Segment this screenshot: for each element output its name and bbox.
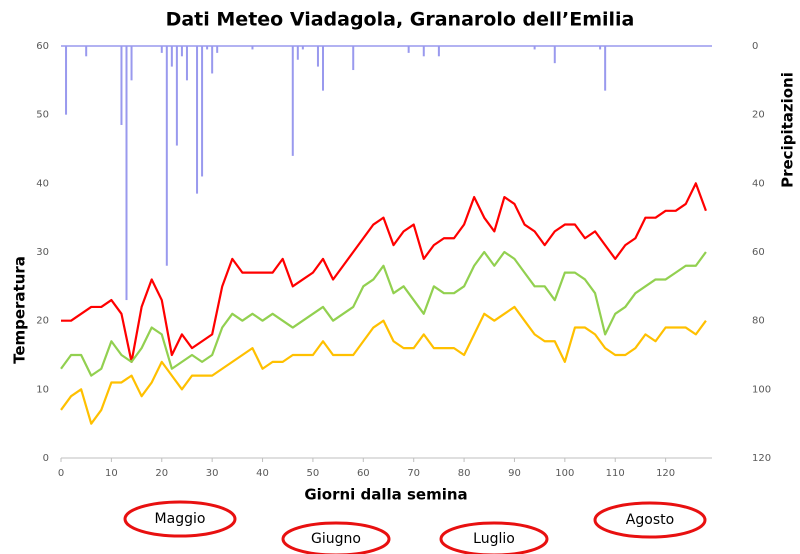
y2-tick-label: 100 xyxy=(752,384,771,395)
temperature-line xyxy=(60,305,707,425)
precipitation-bar xyxy=(216,46,219,53)
precipitation-bar xyxy=(65,46,68,115)
y-tick-label: 30 xyxy=(36,247,49,258)
precipitation-bar xyxy=(165,46,168,266)
precipitation-bar xyxy=(120,46,123,125)
x-tick-label: 20 xyxy=(155,468,168,479)
precipitation-bar xyxy=(599,46,602,50)
x-tick-label: 110 xyxy=(606,468,625,479)
y2-axis-label: Precipitazioni xyxy=(779,72,797,188)
precipitation-bar xyxy=(322,46,324,91)
x-tick-label: 100 xyxy=(555,468,574,479)
annotation: Agosto xyxy=(626,512,674,528)
month-ellipse xyxy=(439,521,549,554)
precipitation-bar xyxy=(211,46,214,74)
x-tick-label: 120 xyxy=(656,468,675,479)
y-tick-label: 20 xyxy=(36,316,49,327)
annotation: Maggio xyxy=(155,511,206,527)
precipitation-bar xyxy=(437,46,440,57)
y2-tick-label: 40 xyxy=(752,178,765,189)
precipitation-bar xyxy=(201,46,204,177)
precipitation-bar xyxy=(160,46,163,53)
y2-tick-label: 120 xyxy=(752,453,771,464)
y2-tick-label: 60 xyxy=(752,247,765,258)
temperature-line xyxy=(61,182,707,363)
precipitation-bar xyxy=(422,46,425,57)
precipitation-bar xyxy=(533,46,536,50)
precipitation-bar xyxy=(291,46,294,156)
y-tick-label: 50 xyxy=(36,110,49,121)
x-tick-label: 50 xyxy=(307,468,320,479)
precipitation-bar xyxy=(553,46,556,64)
precipitation-bar xyxy=(604,46,607,91)
precipitation-bar xyxy=(180,46,183,57)
precipitation-bar xyxy=(316,46,319,67)
x-tick-label: 90 xyxy=(508,468,521,479)
chart-title: Dati Meteo Viadagola, Granarolo dell’Emi… xyxy=(166,9,635,31)
y2-tick-label: 80 xyxy=(752,316,765,327)
precipitation-bar xyxy=(296,46,299,60)
month-ellipse xyxy=(593,501,707,539)
annotation: Giugno xyxy=(311,531,361,547)
precipitation-bar xyxy=(251,46,254,50)
y2-tick-label: 0 xyxy=(752,41,758,52)
precipitation-bar xyxy=(125,46,128,301)
y2-tick-label: 20 xyxy=(752,110,765,121)
precipitation-bar xyxy=(352,46,355,71)
x-tick-label: 80 xyxy=(458,468,471,479)
x-tick-label: 60 xyxy=(357,468,370,479)
temperature-line xyxy=(60,250,707,377)
precipitation-bar xyxy=(196,46,199,194)
x-tick-label: 30 xyxy=(206,468,219,479)
precipitation-bar xyxy=(206,46,209,50)
precipitation-bar xyxy=(301,46,304,50)
y-tick-label: 60 xyxy=(36,41,49,52)
precipitation-bar xyxy=(85,46,88,57)
precipitation-bar xyxy=(175,46,178,146)
x-tick-label: 0 xyxy=(58,468,64,479)
x-tick-label: 70 xyxy=(407,468,420,479)
x-tick-label: 40 xyxy=(256,468,269,479)
y-tick-label: 40 xyxy=(36,178,49,189)
month-ellipse xyxy=(123,500,237,538)
precipitation-bar xyxy=(170,46,173,67)
precipitation-bar xyxy=(185,46,188,81)
month-annotations xyxy=(123,500,707,554)
month-ellipse xyxy=(281,521,391,554)
x-tick-label: 10 xyxy=(105,468,118,479)
y-tick-label: 10 xyxy=(36,384,49,395)
precipitation-bar xyxy=(407,46,410,53)
y-axis-label: Temperatura xyxy=(11,256,29,364)
precipitation-bar xyxy=(130,46,133,81)
annotation: Luglio xyxy=(473,531,515,547)
x-axis-label: Giorni dalla semina xyxy=(304,486,467,504)
y-tick-label: 0 xyxy=(43,453,49,464)
